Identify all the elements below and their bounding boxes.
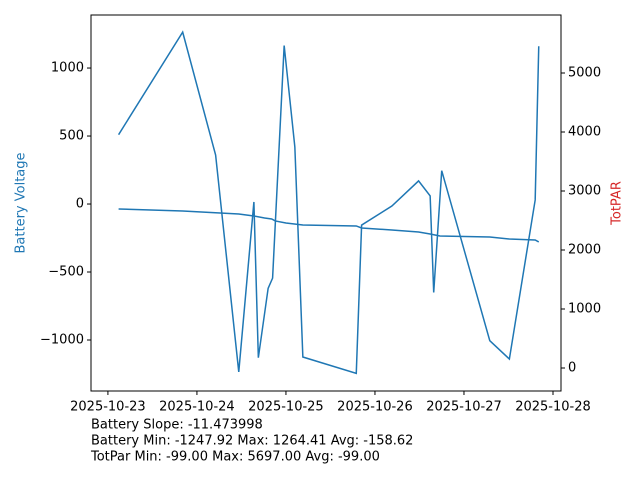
y2-axis-label: TotPAR xyxy=(610,181,625,226)
y2-tick-label: 4000 xyxy=(568,124,601,139)
x-tick-label: 2025-10-26 xyxy=(337,400,413,415)
y2-tick-label: 1000 xyxy=(568,301,601,316)
y-tick-label: −1000 xyxy=(40,333,84,348)
line-series xyxy=(117,30,540,375)
y-tick-label: 1000 xyxy=(51,61,84,76)
x-tick-label: 2025-10-27 xyxy=(426,400,502,415)
annotation: Battery Slope: -11.473998 xyxy=(91,418,263,433)
plot-frame xyxy=(90,14,562,392)
y2-tick-label: 5000 xyxy=(568,65,601,80)
y2-tick-label: 0 xyxy=(568,360,576,375)
x-tick-label: 2025-10-24 xyxy=(159,400,235,415)
annotation: TotPar Min: -99.00 Max: 5697.00 Avg: -99… xyxy=(90,450,380,465)
annotation: Battery Min: -1247.92 Max: 1264.41 Avg: … xyxy=(91,434,413,449)
x-tick-label: 2025-10-25 xyxy=(248,400,324,415)
y-tick-label: 500 xyxy=(59,129,84,144)
x-tick-label: 2025-10-23 xyxy=(70,400,146,415)
y-axis-label: Battery Voltage xyxy=(14,152,29,253)
y2-tick-label: 2000 xyxy=(568,242,601,257)
line-series xyxy=(118,208,540,243)
y-tick-label: −500 xyxy=(48,265,84,280)
x-tick-label: 2025-10-28 xyxy=(515,400,591,415)
y2-tick-label: 3000 xyxy=(568,183,601,198)
y-tick-label: 0 xyxy=(76,197,84,212)
